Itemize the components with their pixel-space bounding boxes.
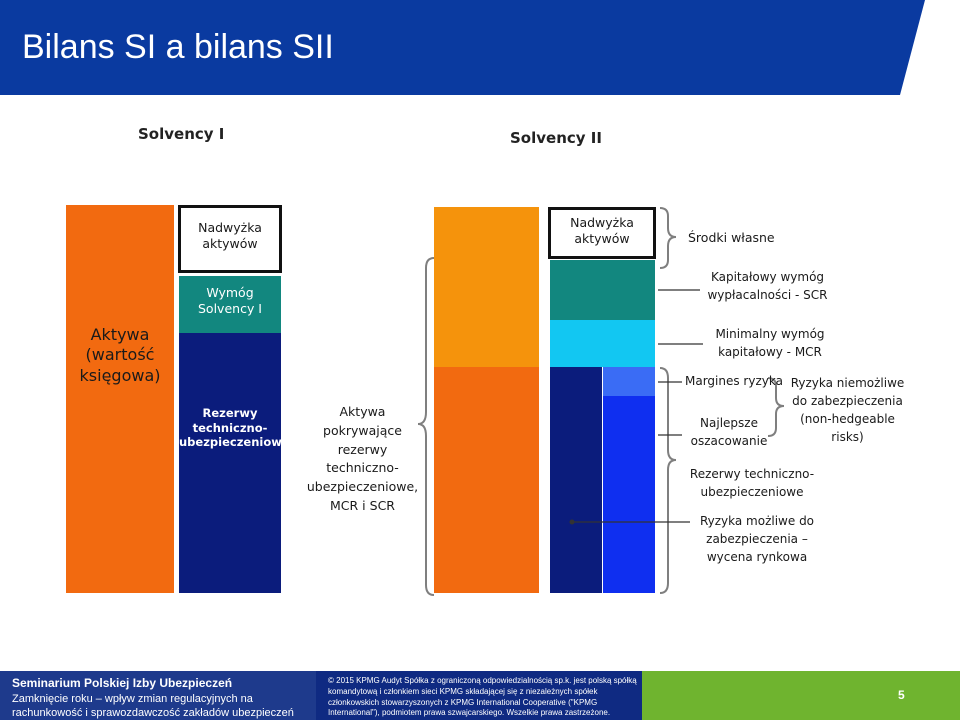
s2-best-estimate-block bbox=[603, 396, 655, 593]
covering-assets-line-2: pokrywające bbox=[323, 422, 402, 438]
page-title: Bilans SI a bilans SII bbox=[22, 28, 334, 66]
header-bar: Bilans SI a bilans SII bbox=[0, 0, 960, 95]
covering-assets-line-1: Aktywa bbox=[339, 404, 386, 419]
s2-risk-margin-block bbox=[603, 367, 655, 396]
s2-scr-block bbox=[550, 260, 655, 320]
s2-hedgeable-block bbox=[550, 367, 602, 593]
s1-reserves-block: Rezerwy techniczno- ubezpieczeniowe bbox=[179, 333, 290, 593]
covering-assets-line-4: techniczno- bbox=[326, 460, 399, 476]
best-estimate-label: Najlepsze oszacowanie bbox=[684, 414, 774, 450]
s1-surplus-label-1: Nadwyżka bbox=[198, 220, 262, 235]
footer-seminar: Seminarium Polskiej Izby Ubezpieczeń Zam… bbox=[0, 671, 316, 720]
page-number: 5 bbox=[898, 688, 905, 702]
scr-label: Kapitałowy wymóg wypłacalności - SCR bbox=[700, 268, 835, 304]
non-hedgeable-line-2: do zabezpieczenia bbox=[792, 394, 903, 408]
scr-label-line-1: Kapitałowy wymóg bbox=[710, 270, 825, 284]
s2-surplus-label-2: aktywów bbox=[574, 231, 630, 246]
best-estimate-line-1: Najlepsze bbox=[700, 416, 758, 430]
seminar-title: Seminarium Polskiej Izby Ubezpieczeń bbox=[12, 676, 233, 690]
s2-assets-lower-block bbox=[434, 367, 539, 593]
s2-assets-upper-block bbox=[434, 207, 539, 367]
solvency2-heading: Solvency II bbox=[510, 129, 602, 147]
tech-reserves-label: Rezerwy techniczno- ubezpieczeniowe bbox=[682, 465, 822, 501]
hedgeable-line-3: wycena rynkowa bbox=[706, 550, 808, 564]
hedgeable-line-1: Ryzyka możliwe do bbox=[699, 514, 815, 528]
covering-assets-line-5: ubezpieczeniowe, bbox=[306, 479, 419, 494]
solvency1-heading: Solvency I bbox=[138, 125, 225, 143]
s1-assets-label-3: księgowa) bbox=[79, 365, 161, 385]
s2-surplus-block: Nadwyżka aktywów bbox=[548, 207, 656, 259]
risk-margin-label: Margines ryzyka bbox=[685, 374, 783, 388]
hedgeable-line-2: zabezpieczenia – bbox=[706, 532, 808, 546]
best-estimate-line-2: oszacowanie bbox=[690, 434, 768, 448]
s2-surplus-label-1: Nadwyżka bbox=[570, 215, 634, 230]
non-hedgeable-line-3: (non-hedgeable bbox=[800, 412, 895, 426]
s1-requirement-label-1: Wymóg bbox=[206, 285, 254, 300]
s1-assets-label-1: Aktywa bbox=[90, 325, 150, 344]
scr-label-line-2: wypłacalności - SCR bbox=[707, 288, 828, 302]
covering-assets-label: Aktywa pokrywające rezerwy techniczno- u… bbox=[300, 403, 425, 516]
s1-surplus-block: Nadwyżka aktywów bbox=[178, 205, 282, 273]
s1-assets-label-2: (wartość bbox=[85, 345, 155, 365]
connector-dot bbox=[569, 519, 575, 525]
s1-surplus-label-2: aktywów bbox=[202, 236, 258, 251]
mcr-label-line-1: Minimalny wymóg bbox=[715, 327, 825, 341]
hedgeable-label: Ryzyka możliwe do zabezpieczenia – wycen… bbox=[692, 512, 822, 566]
covering-assets-line-6: MCR i SCR bbox=[330, 497, 395, 513]
seminar-subtitle: Zamknięcie roku – wpływ zmian regulacyjn… bbox=[12, 693, 294, 720]
s1-requirement-block: Wymóg Solvency I bbox=[179, 276, 281, 333]
s1-reserves-label-3: ubezpieczeniowe bbox=[179, 435, 290, 450]
mcr-label: Minimalny wymóg kapitałowy - MCR bbox=[705, 325, 835, 361]
s2-mcr-block bbox=[550, 320, 655, 367]
footer-copyright: © 2015 KPMG Audyt Spółka z ograniczoną o… bbox=[316, 671, 642, 720]
footer-page: 5 bbox=[642, 671, 960, 720]
s1-requirement-label-2: Solvency I bbox=[198, 301, 262, 316]
non-hedgeable-line-4: risks) bbox=[831, 430, 864, 444]
s1-assets-block: Aktywa (wartość księgowa) bbox=[66, 205, 174, 593]
own-funds-label: Środki własne bbox=[688, 230, 775, 245]
non-hedgeable-label: Ryzyka niemożliwe do zabezpieczenia (non… bbox=[785, 374, 910, 446]
non-hedgeable-line-1: Ryzyka niemożliwe bbox=[790, 376, 905, 390]
s1-reserves-label-1: Rezerwy bbox=[202, 406, 258, 420]
s1-reserves-label-2: techniczno- bbox=[192, 420, 268, 435]
tech-reserves-line-1: Rezerwy techniczno- bbox=[689, 467, 815, 481]
copyright-text: © 2015 KPMG Audyt Spółka z ograniczoną o… bbox=[328, 676, 637, 718]
header-background bbox=[0, 0, 925, 95]
tech-reserves-line-2: ubezpieczeniowe bbox=[700, 485, 804, 499]
mcr-label-line-2: kapitałowy - MCR bbox=[718, 345, 822, 359]
covering-assets-line-3: rezerwy bbox=[337, 441, 388, 457]
